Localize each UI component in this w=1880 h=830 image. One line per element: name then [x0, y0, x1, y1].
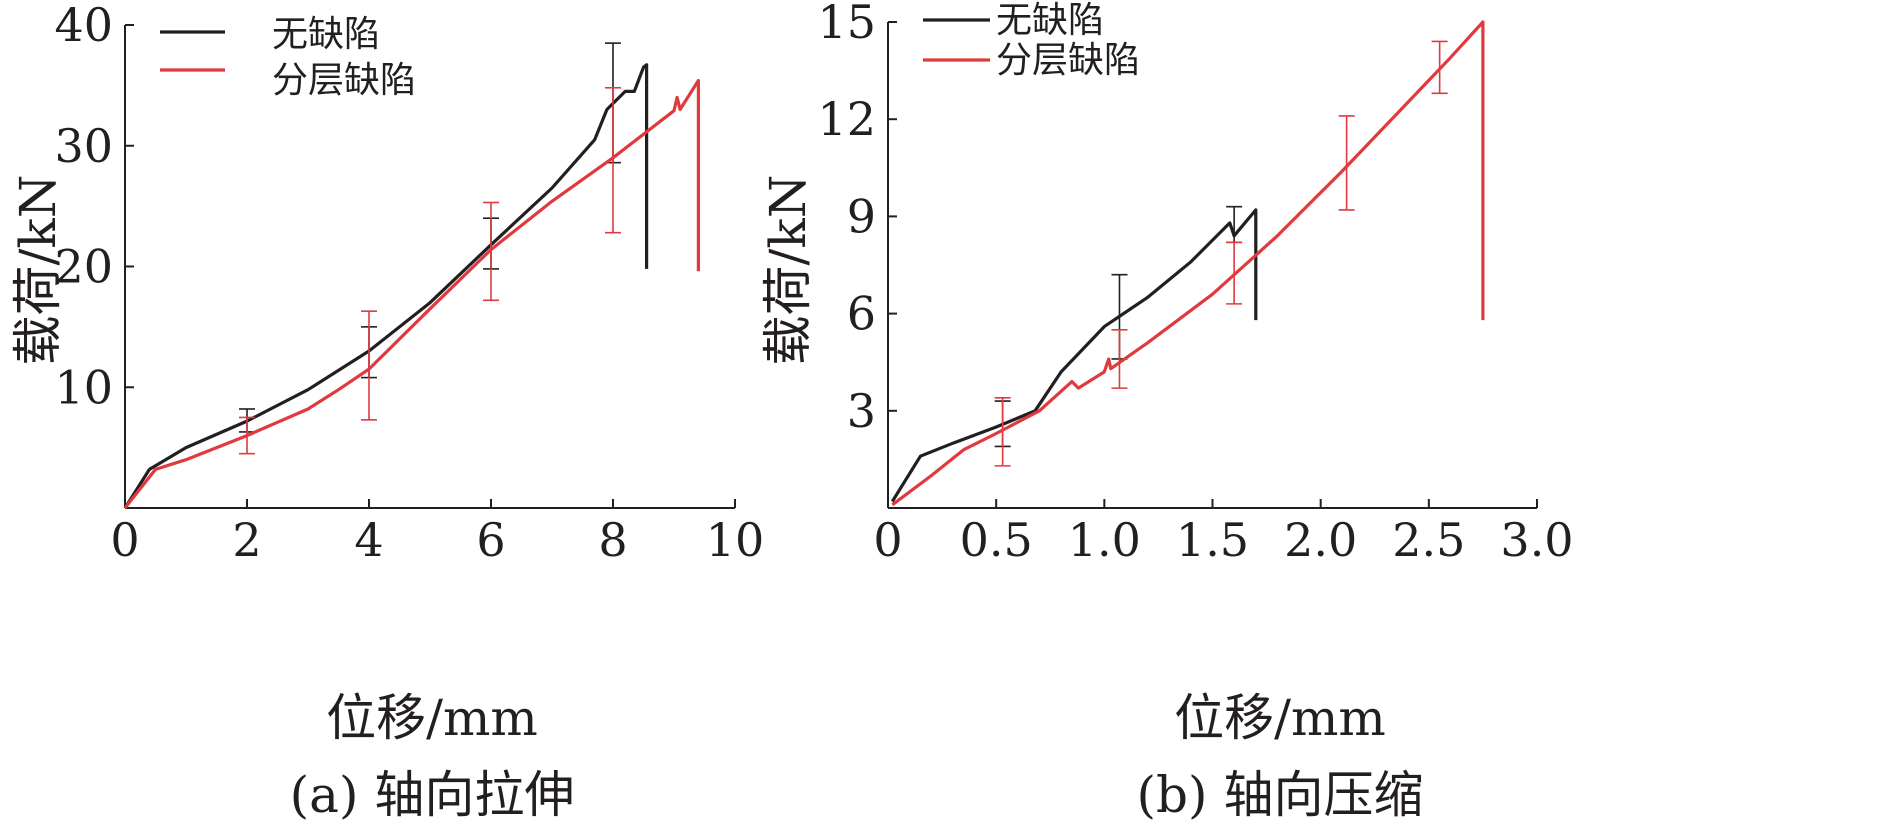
chart-b-x-tick-label: 1.0 — [1068, 513, 1141, 567]
chart-panel-a: (a) 轴向拉伸 位移/mm 载荷/kN 无缺陷 分层缺陷 0 2 4 6 8 10 10 2… — [0, 0, 930, 830]
chart-b-x-tick-label: 0 — [873, 513, 902, 567]
chart-a-series-line-2 — [123, 78, 700, 509]
chart-b-y-tick-label: 3 — [847, 384, 876, 438]
chart-panel-b: (b) 轴向压缩 位移/mm 载荷/kN 无缺陷 分层缺陷 0 0.5 1.0 1.5… — [759, 0, 1880, 830]
chart-a-x-tick-label: 4 — [354, 513, 383, 567]
chart-a-caption: (a) 轴向拉伸 — [290, 766, 575, 824]
chart-a-plot: 0 2 4 6 8 10 10 20 30 40 — [54, 0, 764, 567]
chart-b-ylabel: 载荷/kN — [759, 175, 817, 366]
chart-b-y-tick-label: 12 — [817, 92, 876, 146]
chart-b-legend-label-2: 分层缺陷 — [996, 40, 1140, 81]
chart-b-y-tick-label: 9 — [847, 189, 876, 243]
chart-b-svg: (b) 轴向压缩 位移/mm 载荷/kN 无缺陷 分层缺陷 0 0.5 1.0 1.5… — [759, 0, 1574, 824]
chart-b-y-tick-label: 15 — [817, 0, 876, 49]
chart-b-x-tick-label: 1.5 — [1176, 513, 1249, 567]
chart-b-x-tick-label: 3.0 — [1500, 513, 1573, 567]
chart-a-y-tick-label: 20 — [54, 240, 113, 294]
chart-a-x-tick-label: 6 — [476, 513, 505, 567]
chart-b-xlabel: 位移/mm — [1174, 689, 1386, 747]
chart-a-series-line-1 — [123, 63, 649, 509]
chart-b-x-tick-label: 0.5 — [960, 513, 1033, 567]
chart-b-series-line-1 — [890, 208, 1258, 503]
chart-b-y-tick-label: 6 — [847, 287, 876, 341]
chart-b-plot: 0 0.5 1.0 1.5 2.0 2.5 3.0 3 6 9 12 15 — [817, 0, 1573, 567]
chart-a-x-tick-label: 10 — [706, 513, 765, 567]
chart-a-xlabel: 位移/mm — [326, 689, 538, 747]
chart-a-x-tick-label: 2 — [232, 513, 261, 567]
chart-a-x-tick-label: 8 — [598, 513, 627, 567]
chart-b-x-tick-label: 2.0 — [1284, 513, 1357, 567]
chart-b-caption: (b) 轴向压缩 — [1137, 766, 1424, 824]
chart-b-x-tick-label: 2.5 — [1392, 513, 1465, 567]
chart-a-y-tick-label: 30 — [54, 119, 113, 173]
chart-a-y-tick-label: 10 — [54, 360, 113, 414]
chart-a-legend-label-2: 分层缺陷 — [272, 60, 416, 101]
chart-a-legend-label-1: 无缺陷 — [272, 14, 380, 55]
chart-a-ylabel: 载荷/kN — [9, 175, 67, 366]
chart-b-legend-label-1: 无缺陷 — [996, 0, 1104, 41]
chart-a-y-tick-label: 40 — [54, 0, 113, 52]
chart-b-series-line-2 — [891, 20, 1485, 507]
chart-a-svg: (a) 轴向拉伸 位移/mm 载荷/kN 无缺陷 分层缺陷 0 2 4 6 8 10 10 2… — [9, 0, 764, 824]
chart-a-x-tick-label: 0 — [110, 513, 139, 567]
